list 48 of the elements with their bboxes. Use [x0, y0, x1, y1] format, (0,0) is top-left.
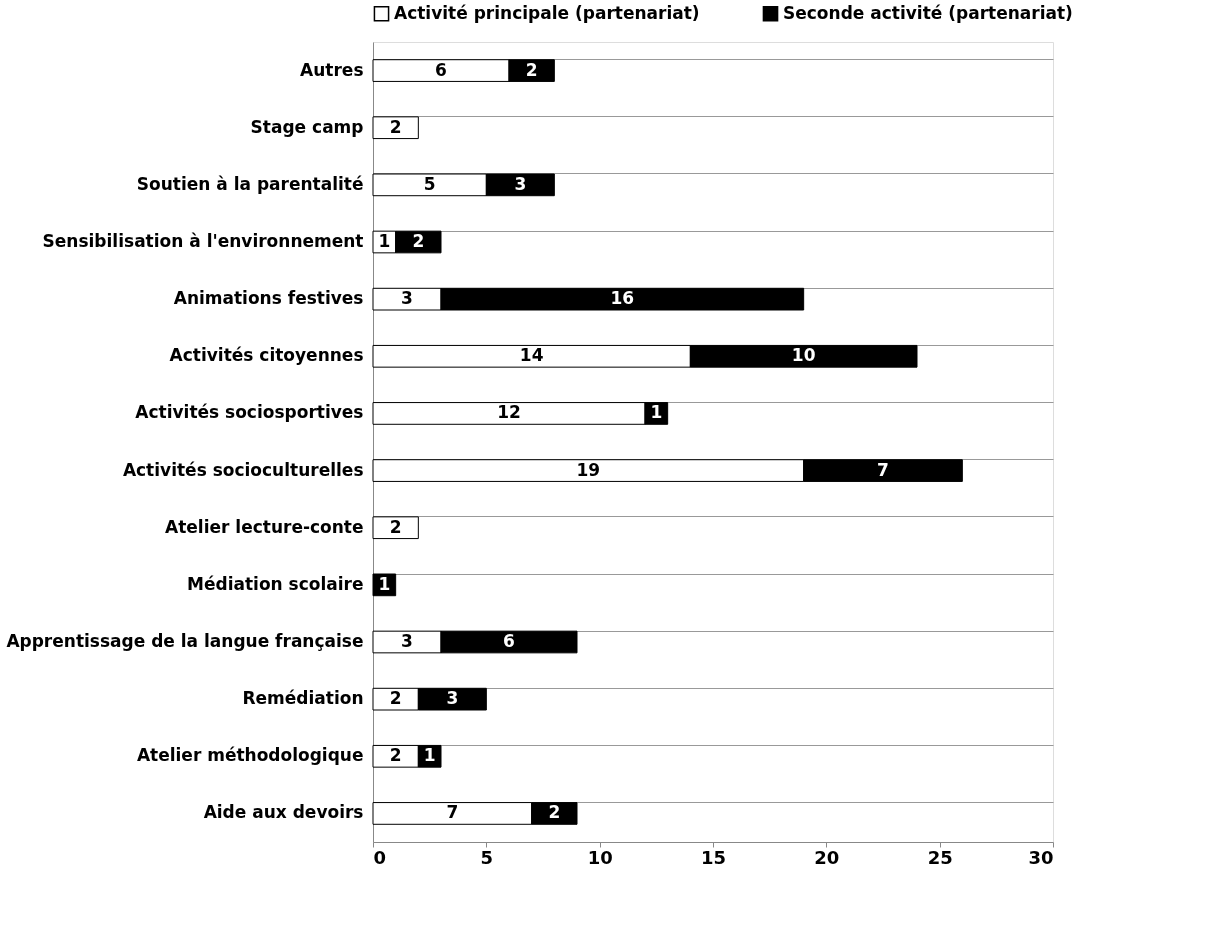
- data-label: 3: [514, 173, 527, 194]
- x-tick-label: 0: [373, 846, 387, 868]
- data-label: 14: [519, 345, 544, 366]
- data-label: 2: [389, 688, 402, 709]
- data-label: 7: [446, 802, 459, 823]
- data-label: 2: [548, 802, 561, 823]
- x-tick-label: 20: [814, 846, 840, 868]
- legend-label: Activité principale (partenariat): [394, 2, 700, 23]
- data-label: 19: [576, 459, 601, 480]
- y-tick-label: Activités socioculturelles: [122, 459, 364, 480]
- data-label: 1: [378, 573, 391, 594]
- x-tick-label: 25: [927, 846, 953, 868]
- data-label: 1: [650, 402, 663, 423]
- y-tick-label: Autres: [300, 59, 364, 80]
- y-tick-label: Apprentissage de la langue française: [6, 631, 364, 651]
- data-label: 16: [610, 288, 635, 309]
- data-label: 6: [435, 59, 447, 80]
- data-label: 12: [497, 402, 521, 423]
- x-tick-label: 30: [1028, 846, 1054, 868]
- y-tick-label: Atelier lecture-conte: [165, 516, 364, 537]
- data-label: 10: [791, 345, 816, 366]
- data-label: 6: [503, 631, 515, 651]
- data-label: 2: [525, 59, 538, 80]
- data-label: 2: [389, 516, 402, 537]
- x-tick-label: 5: [480, 846, 494, 868]
- data-label: 2: [412, 231, 425, 251]
- y-tick-label: Atelier méthodologique: [136, 745, 364, 766]
- y-tick-label: Animations festives: [173, 288, 364, 309]
- y-tick-label: Médiation scolaire: [187, 573, 364, 594]
- y-tick-label: Stage camp: [250, 116, 364, 137]
- data-label: 3: [401, 288, 413, 309]
- data-label: 3: [401, 631, 413, 651]
- data-label: 1: [378, 231, 391, 251]
- data-label: 2: [389, 745, 402, 766]
- y-tick-label: Aide aux devoirs: [203, 802, 364, 823]
- legend-label: Seconde activité (partenariat): [783, 2, 1073, 23]
- y-tick-label: Activités sociosportives: [135, 402, 364, 423]
- y-tick-label: Activités citoyennes: [169, 345, 364, 366]
- data-label: 1: [423, 745, 436, 766]
- y-tick-label: Remédiation: [242, 688, 364, 709]
- y-tick-label: Soutien à la parentalité: [136, 173, 364, 194]
- data-label: 3: [446, 688, 459, 709]
- x-tick-label: 10: [587, 846, 613, 868]
- x-tick-label: 15: [700, 846, 727, 868]
- data-label: 2: [389, 116, 402, 137]
- data-label: 5: [423, 173, 436, 194]
- data-label: 7: [877, 459, 889, 480]
- y-tick-label: Sensibilisation à l'environnement: [42, 231, 364, 251]
